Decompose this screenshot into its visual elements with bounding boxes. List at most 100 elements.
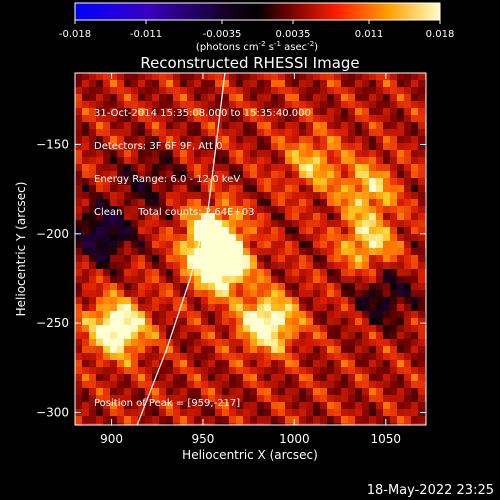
heat-cell <box>222 143 229 150</box>
heat-cell <box>418 332 425 339</box>
heat-cell <box>257 402 264 409</box>
heat-cell <box>110 164 117 171</box>
heat-cell <box>96 129 103 136</box>
heat-cell <box>117 332 124 339</box>
heat-cell <box>411 136 418 143</box>
heat-cell <box>299 185 306 192</box>
heat-cell <box>131 185 138 192</box>
heat-cell <box>96 367 103 374</box>
heat-cell <box>243 283 250 290</box>
heat-cell <box>152 360 159 367</box>
heat-cell <box>404 241 411 248</box>
heat-cell <box>152 367 159 374</box>
heat-cell <box>341 150 348 157</box>
heat-cell <box>103 234 110 241</box>
heat-cell <box>341 87 348 94</box>
heat-cell <box>124 318 131 325</box>
heat-cell <box>313 150 320 157</box>
heat-cell <box>250 80 257 87</box>
heat-cell <box>376 185 383 192</box>
heat-cell <box>173 192 180 199</box>
heat-cell <box>334 318 341 325</box>
heat-cell <box>117 360 124 367</box>
heat-cell <box>264 206 271 213</box>
heat-cell <box>355 101 362 108</box>
heat-cell <box>320 108 327 115</box>
heat-cell <box>285 381 292 388</box>
heat-cell <box>390 108 397 115</box>
heat-cell <box>208 213 215 220</box>
heat-cell <box>271 220 278 227</box>
heat-cell <box>215 283 222 290</box>
heat-cell <box>131 108 138 115</box>
heat-cell <box>180 255 187 262</box>
heat-cell <box>75 178 82 185</box>
heat-cell <box>271 199 278 206</box>
heat-cell <box>292 353 299 360</box>
heat-cell <box>96 220 103 227</box>
total-counts: Total counts: 2.64E+03 <box>138 207 255 218</box>
heat-cell <box>201 304 208 311</box>
heat-cell <box>187 402 194 409</box>
heat-cell <box>159 199 166 206</box>
heat-cell <box>229 101 236 108</box>
heat-cell <box>180 374 187 381</box>
heat-cell <box>376 311 383 318</box>
heat-cell <box>383 171 390 178</box>
heat-cell <box>236 122 243 129</box>
heat-cell <box>250 220 257 227</box>
heat-cell <box>383 388 390 395</box>
heat-cell <box>418 129 425 136</box>
heat-cell <box>222 346 229 353</box>
colorbar-unit: (photons cm-2 s-1 asec-2) <box>196 40 318 53</box>
heat-cell <box>369 416 376 423</box>
heat-cell <box>306 234 313 241</box>
heat-cell <box>418 157 425 164</box>
heat-cell <box>376 374 383 381</box>
heat-cell <box>89 199 96 206</box>
heat-cell <box>397 339 404 346</box>
heat-cell <box>313 381 320 388</box>
heat-cell <box>229 367 236 374</box>
heat-cell <box>348 318 355 325</box>
heat-cell <box>264 94 271 101</box>
heat-cell <box>124 255 131 262</box>
heat-cell <box>306 346 313 353</box>
heat-cell <box>243 262 250 269</box>
heat-cell <box>117 304 124 311</box>
heat-cell <box>138 304 145 311</box>
heat-cell <box>173 94 180 101</box>
heat-cell <box>299 332 306 339</box>
heat-cell <box>341 157 348 164</box>
heat-cell <box>117 325 124 332</box>
heat-cell <box>292 101 299 108</box>
heat-cell <box>82 157 89 164</box>
heat-cell <box>299 423 306 425</box>
heat-cell <box>376 213 383 220</box>
heat-cell <box>194 129 201 136</box>
heat-cell <box>257 192 264 199</box>
heat-cell <box>243 353 250 360</box>
heat-cell <box>145 297 152 304</box>
heat-cell <box>222 304 229 311</box>
heat-cell <box>264 297 271 304</box>
heat-cell <box>194 157 201 164</box>
heat-cell <box>376 269 383 276</box>
heat-cell <box>355 388 362 395</box>
heat-cell <box>355 185 362 192</box>
heat-cell <box>222 185 229 192</box>
heat-cell <box>187 220 194 227</box>
heat-cell <box>264 332 271 339</box>
heat-cell <box>418 94 425 101</box>
heat-cell <box>131 241 138 248</box>
heat-cell <box>152 199 159 206</box>
heat-cell <box>327 87 334 94</box>
heat-cell <box>82 416 89 423</box>
heat-cell <box>306 108 313 115</box>
heat-cell <box>383 157 390 164</box>
heat-cell <box>397 262 404 269</box>
heat-cell <box>376 339 383 346</box>
heat-cell <box>166 87 173 94</box>
heat-cell <box>285 192 292 199</box>
heat-cell <box>110 192 117 199</box>
